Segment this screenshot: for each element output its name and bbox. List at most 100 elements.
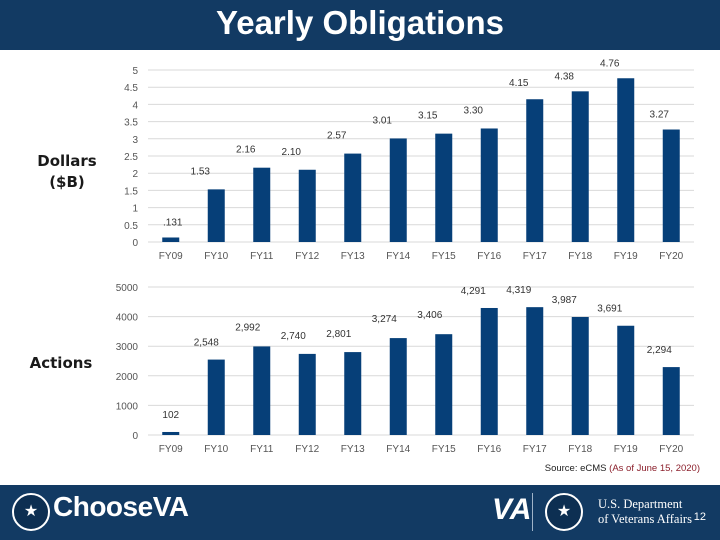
data-label: .131	[163, 217, 183, 228]
y-tick-label: 0	[132, 238, 138, 249]
y-tick-label: 1.5	[124, 186, 138, 197]
actions-axis-label: Actions	[29, 354, 93, 372]
x-tick-label: FY13	[341, 444, 365, 455]
data-label: 3,274	[372, 314, 397, 325]
dept-line-1: U.S. Department	[598, 497, 683, 511]
bar	[207, 359, 225, 435]
data-label: 3,987	[552, 295, 577, 306]
title-bar	[0, 0, 720, 50]
va-logo: VA	[492, 493, 532, 526]
y-tick-label: 4000	[116, 313, 139, 324]
x-tick-label: FY14	[386, 444, 410, 455]
bar	[526, 307, 544, 435]
x-tick-label: FY15	[432, 444, 456, 455]
x-tick-label: FY17	[523, 251, 547, 262]
data-label: 2.10	[282, 147, 302, 158]
data-label: 2,801	[326, 329, 351, 340]
bar	[389, 338, 407, 435]
footer: ★ ChooseVA VA ★ U.S. Department of Veter…	[0, 485, 720, 540]
bar	[435, 334, 453, 435]
data-label: 4.38	[555, 71, 575, 82]
data-label: 1.53	[191, 166, 211, 177]
y-tick-label: 5000	[116, 283, 139, 294]
x-tick-label: FY19	[614, 251, 638, 262]
x-tick-label: FY20	[659, 251, 683, 262]
x-tick-label: FY10	[204, 251, 228, 262]
bar	[298, 353, 316, 435]
bar	[662, 129, 680, 242]
y-tick-label: 0.5	[124, 221, 138, 232]
bar	[480, 128, 498, 242]
y-tick-label: 2.5	[124, 152, 138, 163]
data-label: 3.01	[373, 115, 393, 126]
bar	[571, 316, 589, 435]
footer-divider	[532, 493, 533, 531]
bar	[526, 99, 544, 243]
bar	[344, 153, 362, 242]
bar	[662, 367, 680, 435]
bar	[480, 307, 498, 435]
y-tick-label: 2	[132, 169, 138, 180]
dept-line-2: of Veterans Affairs	[598, 512, 692, 526]
page-title: Yearly Obligations	[216, 4, 504, 41]
bar	[571, 91, 589, 242]
x-tick-label: FY09	[159, 251, 183, 262]
data-label: 4,291	[461, 286, 486, 297]
dollars-axis-label: Dollars ($B)	[37, 152, 97, 191]
x-tick-label: FY20	[659, 444, 683, 455]
data-label: 2,294	[647, 345, 672, 356]
y-tick-label: 1000	[116, 401, 139, 412]
data-label: 3,691	[597, 304, 622, 315]
brand-prefix: Choose	[53, 491, 153, 522]
x-tick-label: FY19	[614, 444, 638, 455]
bar	[389, 138, 407, 242]
x-tick-label: FY12	[295, 444, 319, 455]
bar	[207, 189, 225, 242]
source-note: Source: eCMS (As of June 15, 2020)	[545, 463, 700, 474]
va-seal-icon: ★	[12, 493, 50, 531]
data-label: 2.57	[327, 131, 347, 142]
data-label: 2,740	[281, 331, 306, 342]
data-label: 3.15	[418, 111, 438, 122]
bar	[253, 167, 271, 242]
data-label: 3.30	[464, 105, 484, 116]
bar	[162, 431, 180, 435]
bar	[435, 133, 453, 242]
bar	[617, 325, 635, 435]
brand-suffix: VA	[152, 491, 189, 522]
source-prefix: Source: eCMS	[544, 463, 610, 474]
data-label: 3,406	[417, 310, 442, 321]
x-tick-label: FY10	[204, 444, 228, 455]
bar	[344, 352, 362, 435]
data-label: 102	[162, 410, 179, 421]
y-tick-label: 4.5	[124, 83, 138, 94]
bar	[298, 169, 316, 242]
page-number: 12	[693, 511, 706, 523]
data-label: 2,992	[235, 322, 260, 333]
x-tick-label: FY17	[523, 444, 547, 455]
department-name: U.S. Department of Veterans Affairs	[598, 497, 692, 527]
data-label: 4,319	[506, 285, 531, 296]
bar	[617, 78, 635, 242]
x-tick-label: FY15	[432, 251, 456, 262]
x-tick-label: FY09	[159, 444, 183, 455]
department-seal-icon: ★	[545, 493, 583, 531]
bar	[253, 346, 271, 435]
bar	[162, 237, 180, 242]
dollars-chart: 0 0.5 1 1.5 2 2.5 3 3.5 4 4.5 5 FY09 .131 FY10 1.53 FY1…	[124, 58, 694, 262]
y-tick-label: 2000	[116, 372, 139, 383]
data-label: 2.16	[236, 145, 256, 156]
data-label: 3.27	[650, 110, 670, 121]
x-tick-label: FY18	[568, 251, 592, 262]
y-tick-label: 5	[132, 66, 138, 77]
data-label: 2,548	[194, 338, 219, 349]
x-tick-label: FY12	[295, 251, 319, 262]
source-date: (As of June 15, 2020)	[609, 463, 700, 474]
x-tick-label: FY16	[477, 444, 501, 455]
x-tick-label: FY11	[250, 251, 274, 262]
x-tick-label: FY16	[477, 251, 501, 262]
choose-va-logo[interactable]: ChooseVA	[53, 491, 189, 523]
data-label: 4.76	[600, 58, 620, 69]
y-tick-label: 0	[132, 431, 138, 442]
x-tick-label: FY18	[568, 444, 592, 455]
